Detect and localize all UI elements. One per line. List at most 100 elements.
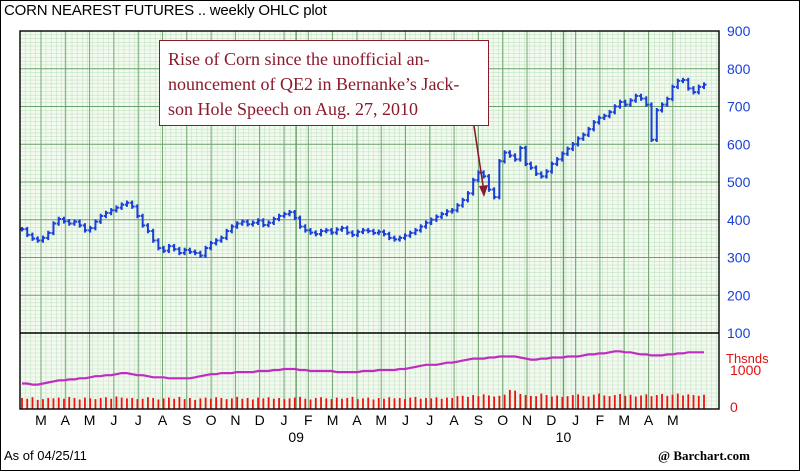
annotation-box: Rise of Corn since the unofficial an- no… [159, 40, 489, 126]
volume-bar [309, 399, 312, 409]
volume-bar [110, 398, 113, 409]
month-tick-label: M [618, 412, 630, 428]
volume-tick-label: 1000 [730, 362, 761, 378]
volume-bar [377, 398, 380, 409]
price-tick-label: 400 [727, 212, 751, 228]
volume-bar [120, 397, 123, 409]
volume-bar [571, 395, 574, 409]
volume-bar [167, 397, 170, 409]
volume-bar [519, 393, 522, 409]
volume-bar [435, 397, 438, 409]
month-tick-label: D [255, 412, 265, 428]
volume-bar [456, 396, 459, 409]
month-tick-label: A [449, 412, 459, 428]
volume-bar [440, 398, 443, 409]
month-tick-label: O [206, 412, 217, 428]
volume-bar [603, 395, 606, 409]
annotation-line-1: Rise of Corn since the unofficial an- [168, 49, 430, 69]
volume-bar [241, 398, 244, 409]
open-interest-line [22, 350, 704, 386]
volume-bar [335, 397, 338, 409]
volume-bar [351, 396, 354, 409]
volume-bar [314, 398, 317, 409]
volume-bar [89, 398, 92, 409]
volume-bar [215, 397, 218, 409]
month-tick-label: A [61, 412, 71, 428]
volume-bar [556, 395, 559, 409]
month-tick-label: S [474, 412, 483, 428]
volume-bar [582, 395, 585, 409]
volume-bar [524, 395, 527, 409]
volume-bar [477, 396, 480, 409]
arrow-shaft [473, 125, 485, 193]
volume-bar [204, 397, 207, 409]
month-tick-label: A [644, 412, 654, 428]
month-tick-label: F [596, 412, 605, 428]
volume-bar [209, 398, 212, 409]
volume-bar [514, 390, 517, 409]
volume-bar [356, 399, 359, 409]
volume-bar [634, 396, 637, 409]
volume-bar [682, 395, 684, 409]
plot-border [19, 30, 720, 410]
price-tick-label: 600 [727, 136, 751, 152]
volume-bar [346, 398, 349, 409]
volume-bar [157, 399, 160, 409]
volume-bar [293, 397, 296, 409]
month-tick-label: J [281, 412, 288, 428]
volume-bar [446, 397, 448, 409]
volume-bar [503, 394, 506, 409]
volume-bar [608, 396, 611, 409]
volume-bar [47, 398, 50, 409]
volume-bar [613, 395, 616, 409]
year-tick-label: 10 [556, 429, 572, 445]
volume-bar [404, 399, 406, 409]
volume-bar [676, 393, 679, 409]
volume-bar [330, 399, 333, 409]
month-tick-label: J [135, 412, 142, 428]
price-tick-label: 900 [727, 23, 751, 39]
volume-bar [640, 395, 642, 409]
volume-bar [136, 399, 139, 409]
month-tick-label: M [375, 412, 387, 428]
volume-bar [188, 398, 191, 409]
volume-bar [288, 398, 291, 409]
volume-bar [283, 399, 286, 409]
volume-bar [482, 394, 485, 409]
as-of-date: As of 04/25/11 [4, 448, 87, 463]
price-tick-label: 500 [727, 174, 751, 190]
volume-bar [304, 398, 307, 409]
volume-bar [472, 395, 475, 409]
volume-bar [183, 399, 186, 409]
volume-bar [299, 396, 301, 409]
volume-bar [372, 399, 375, 409]
volume-bar [545, 395, 548, 409]
volume-bar [52, 398, 55, 409]
month-tick-label: J [572, 412, 579, 428]
volume-bar [550, 396, 553, 409]
volume-bar [561, 396, 564, 409]
volume-bar [126, 398, 128, 409]
volume-bar [388, 397, 391, 409]
volume-bar [257, 397, 259, 409]
volume-bar [162, 398, 165, 409]
volume-bar [199, 398, 202, 409]
month-tick-label: S [182, 412, 191, 428]
month-tick-label: A [158, 412, 168, 428]
volume-bars [21, 389, 705, 409]
volume-bar [619, 393, 621, 409]
volume-bar [661, 393, 663, 409]
volume-bar [73, 398, 76, 409]
volume-bar [31, 397, 34, 409]
volume-bar [251, 399, 254, 409]
volume-bar [498, 395, 501, 409]
volume-bar [194, 399, 197, 409]
volume-tick-label: 0 [730, 399, 738, 415]
volume-bar [173, 398, 176, 409]
month-tick-label: M [667, 412, 679, 428]
volume-bar [220, 398, 223, 409]
volume-bar [419, 398, 422, 409]
volume-bar [42, 399, 44, 409]
volume-bar [320, 397, 322, 409]
chart-title: CORN NEAREST FUTURES .. weekly OHLC plot [4, 2, 327, 19]
